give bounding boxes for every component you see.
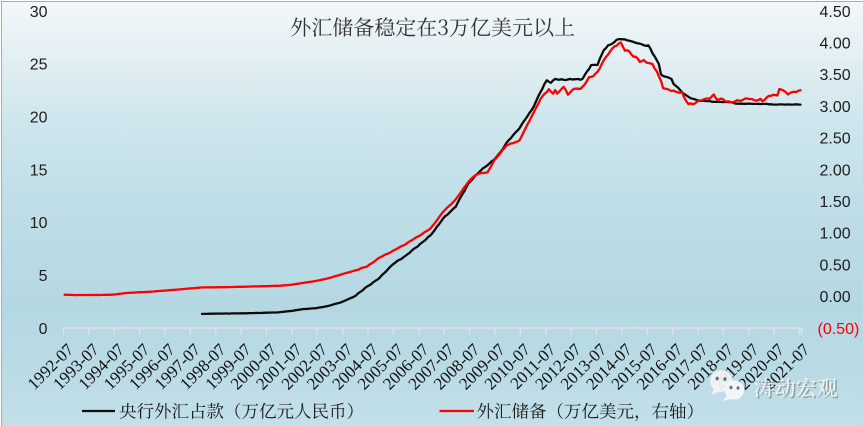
- svg-text:25: 25: [30, 57, 48, 74]
- svg-text:0.50: 0.50: [820, 257, 851, 274]
- svg-text:2.00: 2.00: [820, 162, 851, 179]
- svg-text:0.00: 0.00: [820, 289, 851, 306]
- svg-text:20: 20: [30, 110, 48, 127]
- svg-text:10: 10: [30, 215, 48, 232]
- svg-text:(0.50): (0.50): [818, 321, 860, 338]
- svg-text:2.50: 2.50: [820, 131, 851, 148]
- svg-text:3.50: 3.50: [820, 67, 851, 84]
- svg-text:1.00: 1.00: [820, 226, 851, 243]
- svg-text:30: 30: [30, 4, 48, 21]
- svg-text:3.00: 3.00: [820, 99, 851, 116]
- svg-text:0: 0: [39, 321, 48, 338]
- svg-text:5: 5: [39, 268, 48, 285]
- svg-text:15: 15: [30, 162, 48, 179]
- svg-text:4.50: 4.50: [820, 4, 851, 21]
- svg-text:4.00: 4.00: [820, 36, 851, 53]
- svg-text:1.50: 1.50: [820, 194, 851, 211]
